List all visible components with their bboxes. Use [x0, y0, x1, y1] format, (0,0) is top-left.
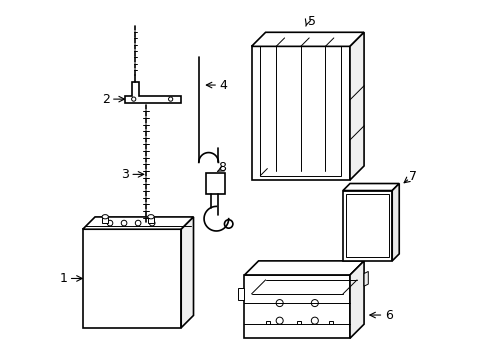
- Bar: [297, 321, 301, 324]
- Bar: [205, 173, 224, 194]
- Polygon shape: [364, 271, 367, 286]
- Bar: [82, 229, 181, 328]
- Bar: [342, 190, 391, 261]
- Text: 4: 4: [219, 78, 227, 91]
- Ellipse shape: [102, 215, 108, 219]
- Polygon shape: [251, 32, 364, 46]
- Bar: [260, 46, 341, 176]
- Polygon shape: [342, 184, 398, 190]
- Bar: [346, 194, 388, 257]
- Bar: [102, 217, 108, 223]
- Text: 5: 5: [307, 15, 315, 28]
- Polygon shape: [124, 81, 181, 103]
- Polygon shape: [238, 288, 244, 300]
- Text: 7: 7: [408, 170, 416, 183]
- Bar: [251, 46, 349, 180]
- Text: 3: 3: [121, 168, 129, 181]
- Polygon shape: [349, 261, 364, 338]
- Ellipse shape: [147, 215, 154, 219]
- Bar: [265, 321, 269, 324]
- Polygon shape: [349, 32, 364, 180]
- Bar: [147, 217, 154, 223]
- Polygon shape: [181, 217, 193, 328]
- Polygon shape: [82, 217, 193, 229]
- Polygon shape: [391, 184, 398, 261]
- Text: 6: 6: [384, 309, 392, 321]
- Text: 8: 8: [217, 161, 225, 174]
- Bar: [244, 275, 349, 338]
- Text: 1: 1: [60, 272, 67, 285]
- Bar: [328, 321, 332, 324]
- Polygon shape: [244, 261, 364, 275]
- Text: 2: 2: [102, 93, 109, 105]
